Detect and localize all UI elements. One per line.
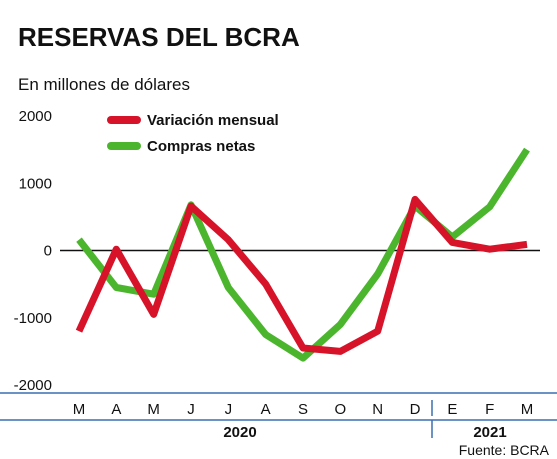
legend-item-compras: Compras netas [107, 138, 255, 155]
x-tick-label: M [521, 401, 534, 418]
x-tick-label: A [261, 401, 271, 418]
legend: Variación mensual Compras netas [107, 112, 279, 155]
y-tick-label: 1000 [19, 175, 52, 192]
x-tick-label: N [372, 401, 383, 418]
x-tick-label: O [334, 401, 346, 418]
y-tick-label: -2000 [14, 377, 52, 394]
x-tick-label: M [73, 401, 86, 418]
chart-title: RESERVAS DEL BCRA [18, 22, 300, 52]
legend-label-compras: Compras netas [147, 138, 255, 155]
series-line-1 [76, 147, 530, 362]
series-line-0 [75, 195, 528, 355]
y-axis-ticks: 2000 1000 0 -1000 -2000 [14, 108, 52, 394]
year-label: 2020 [223, 424, 256, 441]
chart-subtitle: En millones de dólares [18, 75, 190, 94]
x-tick-label: F [485, 401, 494, 418]
x-tick-label: E [447, 401, 457, 418]
x-tick-label: M [147, 401, 160, 418]
y-tick-label: 0 [44, 243, 52, 260]
x-tick-label: D [410, 401, 421, 418]
x-tick-label: S [298, 401, 308, 418]
y-tick-label: -1000 [14, 310, 52, 327]
year-label: 2021 [473, 424, 506, 441]
chart-source: Fuente: BCRA [459, 442, 550, 458]
series-layer [75, 147, 530, 362]
x-tick-label: A [111, 401, 121, 418]
x-tick-label: J [187, 401, 195, 418]
legend-item-variacion: Variación mensual [107, 112, 279, 129]
legend-label-variacion: Variación mensual [147, 112, 279, 129]
x-tick-label: J [225, 401, 233, 418]
year-labels: 2020 2021 [223, 424, 506, 441]
y-tick-label: 2000 [19, 108, 52, 125]
